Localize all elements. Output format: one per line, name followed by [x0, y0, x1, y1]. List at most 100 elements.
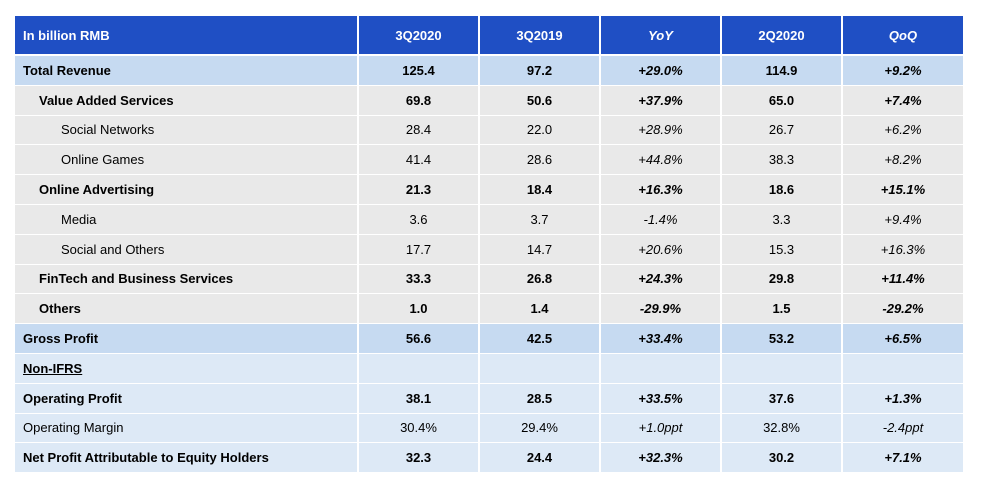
cell-3q2020: [358, 353, 480, 384]
table-row-operating-profit: Operating Profit 38.1 28.5 +33.5% 37.6 +…: [15, 383, 963, 414]
table-row-social-networks: Social Networks 28.4 22.0 +28.9% 26.7 +6…: [15, 115, 963, 146]
cell-3q2019: 42.5: [479, 323, 601, 354]
cell-qoq: +8.2%: [842, 144, 963, 176]
row-label: Operating Margin: [15, 413, 359, 444]
row-label: Value Added Services: [15, 85, 359, 116]
cell-3q2020: 32.3: [358, 442, 480, 474]
cell-3q2020: 56.6: [358, 323, 480, 354]
cell-yoy: -1.4%: [600, 204, 722, 235]
cell-2q2020: 30.2: [721, 442, 843, 474]
cell-qoq: +7.4%: [842, 85, 963, 116]
row-label: Social and Others: [15, 234, 359, 265]
header-3q2020: 3Q2020: [358, 16, 480, 56]
cell-yoy: +37.9%: [600, 85, 722, 116]
cell-yoy: +28.9%: [600, 115, 722, 146]
cell-2q2020: 53.2: [721, 323, 843, 354]
cell-yoy: [600, 353, 722, 384]
table-row-others: Others 1.0 1.4 -29.9% 1.5 -29.2%: [15, 293, 963, 325]
cell-3q2020: 33.3: [358, 264, 480, 295]
table-row-total-revenue: Total Revenue 125.4 97.2 +29.0% 114.9 +9…: [15, 55, 963, 86]
cell-3q2020: 21.3: [358, 174, 480, 205]
cell-3q2019: 14.7: [479, 234, 601, 265]
cell-yoy: +44.8%: [600, 144, 722, 176]
cell-yoy: +33.4%: [600, 323, 722, 354]
table-row-operating-margin: Operating Margin 30.4% 29.4% +1.0ppt 32.…: [15, 413, 963, 444]
row-label: Total Revenue: [15, 55, 359, 86]
header-label: In billion RMB: [15, 16, 359, 56]
cell-3q2019: 28.6: [479, 144, 601, 176]
cell-3q2020: 30.4%: [358, 413, 480, 444]
cell-3q2019: 3.7: [479, 204, 601, 235]
cell-qoq: +9.2%: [842, 55, 963, 86]
cell-3q2020: 3.6: [358, 204, 480, 235]
cell-yoy: +29.0%: [600, 55, 722, 86]
cell-yoy: +1.0ppt: [600, 413, 722, 444]
row-label: Online Games: [15, 144, 359, 176]
cell-qoq: -2.4ppt: [842, 413, 963, 444]
cell-3q2019: 50.6: [479, 85, 601, 116]
cell-3q2020: 28.4: [358, 115, 480, 146]
cell-2q2020: 3.3: [721, 204, 843, 235]
cell-yoy: +20.6%: [600, 234, 722, 265]
header-yoy: YoY: [600, 16, 722, 56]
cell-qoq: [842, 353, 963, 384]
row-label: Media: [15, 204, 359, 235]
row-label: Others: [15, 293, 359, 325]
row-label: FinTech and Business Services: [15, 264, 359, 295]
row-label: Non-IFRS: [15, 353, 359, 384]
cell-qoq: +9.4%: [842, 204, 963, 235]
table-row-gross-profit: Gross Profit 56.6 42.5 +33.4% 53.2 +6.5%: [15, 323, 963, 354]
table-row-online-advertising: Online Advertising 21.3 18.4 +16.3% 18.6…: [15, 174, 963, 205]
cell-3q2020: 125.4: [358, 55, 480, 86]
cell-3q2020: 38.1: [358, 383, 480, 414]
row-label: Gross Profit: [15, 323, 359, 354]
cell-yoy: +32.3%: [600, 442, 722, 474]
header-2q2020: 2Q2020: [721, 16, 843, 56]
row-label: Net Profit Attributable to Equity Holder…: [15, 442, 359, 474]
row-label: Social Networks: [15, 115, 359, 146]
cell-3q2019: 1.4: [479, 293, 601, 325]
cell-2q2020: 114.9: [721, 55, 843, 86]
cell-qoq: +1.3%: [842, 383, 963, 414]
cell-qoq: +11.4%: [842, 264, 963, 295]
cell-2q2020: 18.6: [721, 174, 843, 205]
cell-qoq: +15.1%: [842, 174, 963, 205]
cell-3q2019: 97.2: [479, 55, 601, 86]
cell-qoq: +6.5%: [842, 323, 963, 354]
table-row-social-and-others: Social and Others 17.7 14.7 +20.6% 15.3 …: [15, 234, 963, 265]
cell-yoy: +16.3%: [600, 174, 722, 205]
cell-qoq: +7.1%: [842, 442, 963, 474]
table-row-net-profit: Net Profit Attributable to Equity Holder…: [15, 442, 963, 474]
cell-3q2019: 24.4: [479, 442, 601, 474]
cell-3q2019: [479, 353, 601, 384]
cell-2q2020: 29.8: [721, 264, 843, 295]
cell-3q2019: 28.5: [479, 383, 601, 414]
cell-3q2019: 18.4: [479, 174, 601, 205]
table-row-fintech: FinTech and Business Services 33.3 26.8 …: [15, 264, 963, 295]
cell-yoy: +24.3%: [600, 264, 722, 295]
cell-2q2020: 1.5: [721, 293, 843, 325]
cell-3q2020: 1.0: [358, 293, 480, 325]
cell-qoq: +16.3%: [842, 234, 963, 265]
cell-2q2020: 15.3: [721, 234, 843, 265]
table-header-row: In billion RMB 3Q2020 3Q2019 YoY 2Q2020 …: [15, 16, 963, 56]
cell-3q2020: 17.7: [358, 234, 480, 265]
cell-3q2019: 22.0: [479, 115, 601, 146]
cell-3q2019: 29.4%: [479, 413, 601, 444]
cell-2q2020: 38.3: [721, 144, 843, 176]
cell-2q2020: 65.0: [721, 85, 843, 116]
financial-summary-table: In billion RMB 3Q2020 3Q2019 YoY 2Q2020 …: [15, 16, 963, 474]
header-3q2019: 3Q2019: [479, 16, 601, 56]
table-row-online-games: Online Games 41.4 28.6 +44.8% 38.3 +8.2%: [15, 144, 963, 176]
table-row-non-ifrs: Non-IFRS: [15, 353, 963, 384]
cell-2q2020: 26.7: [721, 115, 843, 146]
cell-yoy: +33.5%: [600, 383, 722, 414]
cell-qoq: +6.2%: [842, 115, 963, 146]
table-row-value-added-services: Value Added Services 69.8 50.6 +37.9% 65…: [15, 85, 963, 116]
cell-2q2020: [721, 353, 843, 384]
cell-2q2020: 37.6: [721, 383, 843, 414]
cell-3q2020: 41.4: [358, 144, 480, 176]
row-label: Operating Profit: [15, 383, 359, 414]
table-row-media: Media 3.6 3.7 -1.4% 3.3 +9.4%: [15, 204, 963, 235]
cell-3q2019: 26.8: [479, 264, 601, 295]
